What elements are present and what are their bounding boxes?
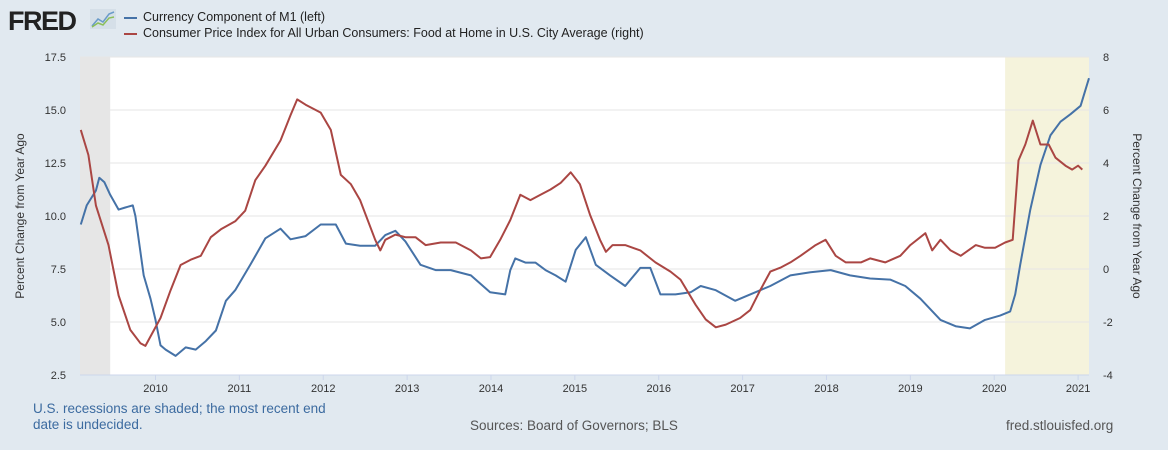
- x-tick-label: 2016: [646, 383, 670, 395]
- fred-logo-graph-icon: [90, 9, 116, 29]
- x-tick-label: 2011: [228, 383, 252, 395]
- legend-label: Currency Component of M1 (left): [143, 10, 326, 24]
- y-tick-label-left: 2.5: [51, 370, 66, 382]
- x-tick-label: 2010: [143, 383, 167, 395]
- y-tick-label-right: -4: [1103, 370, 1113, 382]
- x-tick-label: 2019: [898, 383, 922, 395]
- x-tick-label: 2018: [814, 383, 838, 395]
- sources-text: Sources: Board of Governors; BLS: [470, 418, 678, 433]
- y-tick-label-left: 5.0: [51, 317, 66, 329]
- y-axis-label-left: Percent Change from Year Ago: [13, 133, 27, 299]
- legend-label: Consumer Price Index for All Urban Consu…: [143, 26, 644, 40]
- y-tick-label-left: 17.5: [45, 52, 66, 64]
- y-tick-label-right: 8: [1103, 52, 1109, 64]
- site-link[interactable]: fred.stlouisfed.org: [1006, 418, 1114, 433]
- recession-note: U.S. recessions are shaded; the most rec…: [33, 401, 326, 432]
- x-tick-label: 2020: [982, 383, 1006, 395]
- x-tick-label: 2015: [563, 383, 587, 395]
- x-tick-label: 2012: [311, 383, 335, 395]
- y-tick-label-right: 0: [1103, 264, 1109, 276]
- y-tick-label-left: 12.5: [45, 158, 66, 170]
- y-tick-label-left: 10.0: [45, 211, 66, 223]
- x-tick-label: 2017: [730, 383, 754, 395]
- x-tick-label: 2014: [479, 383, 503, 395]
- y-tick-label-left: 15.0: [45, 105, 66, 117]
- x-tick-label: 2021: [1066, 383, 1090, 395]
- y-tick-label-right: -2: [1103, 317, 1113, 329]
- legend-swatch-red: [124, 32, 137, 35]
- legend-item-currency[interactable]: Currency Component of M1 (left): [124, 10, 325, 24]
- legend-swatch-blue: [124, 16, 137, 19]
- y-tick-label-right: 4: [1103, 158, 1109, 170]
- y-tick-label-left: 7.5: [51, 264, 66, 276]
- series-line-cpi-food: [79, 98, 1083, 347]
- legend-item-cpi-food[interactable]: Consumer Price Index for All Urban Consu…: [124, 26, 644, 40]
- y-tick-label-right: 6: [1103, 105, 1109, 117]
- x-tick-label: 2013: [395, 383, 419, 395]
- fred-logo[interactable]: FRED: [8, 6, 77, 36]
- y-tick-label-right: 2: [1103, 211, 1109, 223]
- series-line-currency-m1: [79, 77, 1090, 357]
- y-axis-label-right: Percent Change from Year Ago: [1130, 133, 1144, 299]
